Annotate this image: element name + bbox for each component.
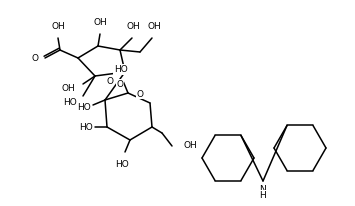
Text: HO: HO xyxy=(63,97,77,107)
Text: OH: OH xyxy=(51,22,65,31)
Text: HO: HO xyxy=(77,103,91,111)
Text: O: O xyxy=(116,80,124,89)
Text: HO: HO xyxy=(115,160,129,169)
Text: HO: HO xyxy=(79,123,93,131)
Text: O: O xyxy=(137,89,143,98)
Text: OH: OH xyxy=(184,142,198,151)
Text: OH: OH xyxy=(147,22,161,31)
Text: OH: OH xyxy=(93,18,107,27)
Text: O: O xyxy=(31,54,38,62)
Text: OH: OH xyxy=(61,83,75,92)
Text: HO: HO xyxy=(114,65,128,74)
Text: N: N xyxy=(260,185,266,193)
Text: H: H xyxy=(260,191,266,199)
Text: O: O xyxy=(106,76,114,85)
Text: OH: OH xyxy=(126,22,140,31)
